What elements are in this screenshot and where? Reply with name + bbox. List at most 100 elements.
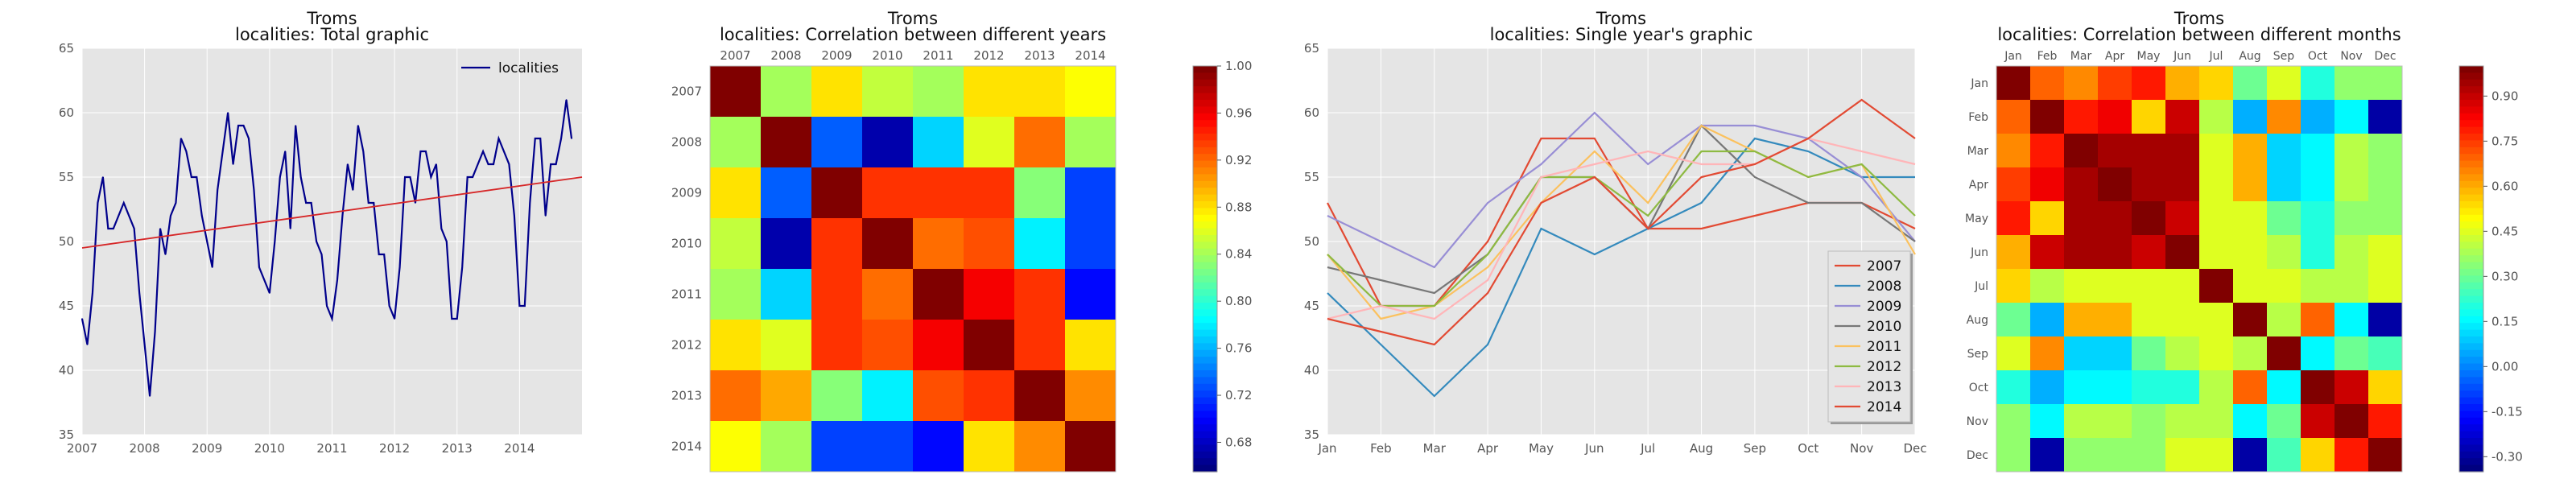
heatmap-cell — [710, 117, 762, 168]
heatmap-cell — [811, 370, 863, 422]
row-label: 2010 — [671, 237, 702, 251]
series-line-2012 — [1327, 150, 1916, 308]
data-point — [316, 241, 317, 242]
colorbar-segment — [1193, 235, 1217, 242]
colorbar-segment — [2459, 397, 2483, 405]
heatmap-cell — [2132, 336, 2166, 371]
heatmap-cell — [1014, 320, 1066, 371]
heatmap-cell — [2165, 235, 2200, 270]
colorbar-segment — [2459, 336, 2483, 344]
col-label: Mar — [2070, 50, 2092, 63]
heatmap-cell — [2334, 404, 2369, 439]
data-point — [310, 202, 312, 204]
colorbar-label: 0.45 — [2491, 224, 2518, 238]
data-point — [86, 344, 89, 345]
data-point — [445, 241, 448, 242]
heatmap-cell — [2368, 303, 2403, 337]
x-tick-label: Oct — [1798, 441, 1818, 456]
heatmap-cell — [2301, 66, 2335, 101]
data-point — [196, 176, 198, 178]
x-tick-label: May — [1529, 441, 1554, 456]
data-point — [232, 163, 234, 165]
heatmap-cell — [862, 167, 914, 219]
colorbar-segment — [1193, 167, 1217, 175]
heatmap-cell — [2098, 167, 2132, 202]
colorbar-segment — [1193, 451, 1217, 459]
colorbar-segment — [2459, 438, 2483, 445]
colorbar-segment — [1193, 255, 1217, 263]
colorbar-segment — [1193, 86, 1217, 94]
heatmap-cell — [2165, 66, 2200, 101]
heatmap-cell — [913, 269, 964, 320]
heatmap-cell — [710, 370, 762, 422]
colorbar-segment — [2459, 255, 2483, 263]
colorbar-segment — [1193, 424, 1217, 432]
heatmap-cell — [761, 421, 812, 473]
heatmap-cell — [1996, 235, 2031, 270]
colorbar-segment — [2459, 180, 2483, 188]
data-point — [299, 176, 302, 178]
heatmap-cell — [1996, 66, 2031, 101]
heatmap-cell — [2334, 235, 2369, 270]
x-tick-label: 2007 — [67, 441, 97, 456]
heatmap-cell — [2199, 134, 2234, 168]
heatmap-cell — [2132, 438, 2166, 473]
row-label: Oct — [1969, 382, 1989, 394]
colorbar-segment — [2459, 377, 2483, 385]
colorbar-segment — [2459, 383, 2483, 391]
heatmap-cell — [2368, 336, 2403, 371]
heatmap-cell — [2267, 370, 2301, 405]
row-label: Mar — [1967, 145, 1989, 158]
heatmap-cell — [1065, 167, 1117, 219]
col-label: Apr — [2105, 50, 2124, 63]
legend-label: 2014 — [1867, 399, 1901, 415]
heatmap-cell — [913, 66, 964, 118]
colorbar-label: 0.68 — [1225, 435, 1252, 449]
y-tick-label: 65 — [59, 41, 74, 56]
heatmap-cell — [2199, 100, 2234, 134]
y-tick-label: 45 — [1304, 299, 1319, 313]
chart-subtitle: localities: Total graphic — [235, 25, 429, 44]
heatmap-cell — [2132, 235, 2166, 270]
heatmap-cell — [2368, 269, 2403, 303]
heatmap-cell — [2233, 167, 2268, 202]
colorbar-segment — [1193, 343, 1217, 351]
series-line-2013 — [1327, 137, 1916, 320]
colorbar-segment — [2459, 242, 2483, 250]
data-point — [289, 228, 291, 229]
legend-label: 2008 — [1867, 279, 1901, 295]
x-tick-label: 2010 — [254, 441, 285, 456]
col-label: Oct — [2308, 50, 2328, 63]
row-label: 2014 — [671, 440, 702, 454]
heatmap-cell — [1996, 438, 2031, 473]
x-tick-label: 2013 — [442, 441, 473, 456]
colorbar-label: 0.75 — [2491, 134, 2518, 148]
heatmap-cell — [1014, 66, 1066, 118]
heatmap-cell — [2098, 201, 2132, 236]
heatmap-cell — [1014, 117, 1066, 168]
col-label: 2012 — [973, 48, 1004, 63]
data-point — [175, 202, 177, 204]
heatmap-frame — [1996, 65, 2403, 473]
heatmap-cell — [2368, 438, 2403, 473]
colorbar-segment — [1193, 438, 1217, 445]
data-point — [493, 163, 494, 165]
colorbar-segment — [1193, 126, 1217, 134]
heatmap-cell — [2199, 438, 2234, 473]
heatmap-cell — [2199, 404, 2234, 439]
heatmap-cell — [913, 320, 964, 371]
heatmap-cell — [2368, 66, 2403, 101]
x-tick-label: Jan — [1317, 441, 1336, 456]
colorbar-segment — [1193, 383, 1217, 391]
colorbar-segment — [2459, 100, 2483, 107]
legend-label: localities — [498, 60, 559, 76]
y-tick-label: 50 — [1304, 234, 1319, 249]
data-point — [409, 176, 411, 178]
colorbar-label: 0.72 — [1225, 388, 1252, 402]
y-tick-label: 65 — [1304, 41, 1319, 56]
heatmap-cell — [862, 66, 914, 118]
heatmap-cell — [1014, 218, 1066, 270]
data-point — [269, 292, 270, 294]
heatmap-cell — [2132, 100, 2166, 134]
